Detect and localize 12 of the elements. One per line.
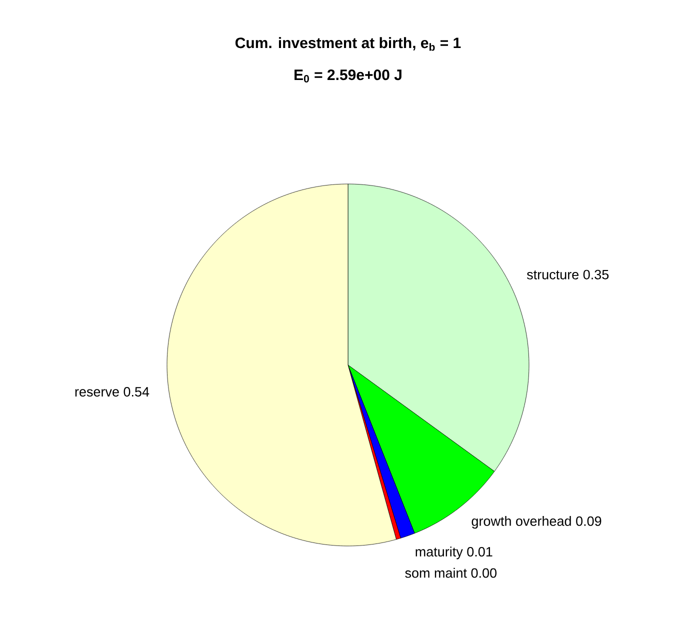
slice-label: som maint — [405, 568, 467, 578]
slice-label: reserve — [75, 389, 119, 397]
data-label: 0.54 — [124, 387, 150, 397]
data-label: 0.01 — [467, 547, 492, 557]
slice-label: growth overhead — [472, 516, 571, 529]
data-label: 0.00 — [471, 568, 497, 578]
data-label: 0.09 — [576, 516, 602, 526]
slice-label: structure — [526, 270, 579, 280]
slice-label: maturity — [416, 546, 463, 560]
chart-title: Cum. investment at birth, e$_{b}$ = 1 — [235, 37, 461, 51]
data-label: 0.35 — [583, 270, 609, 280]
chart-subtitle: E$_{0}$ = 2.59e+00 J — [294, 70, 402, 82]
